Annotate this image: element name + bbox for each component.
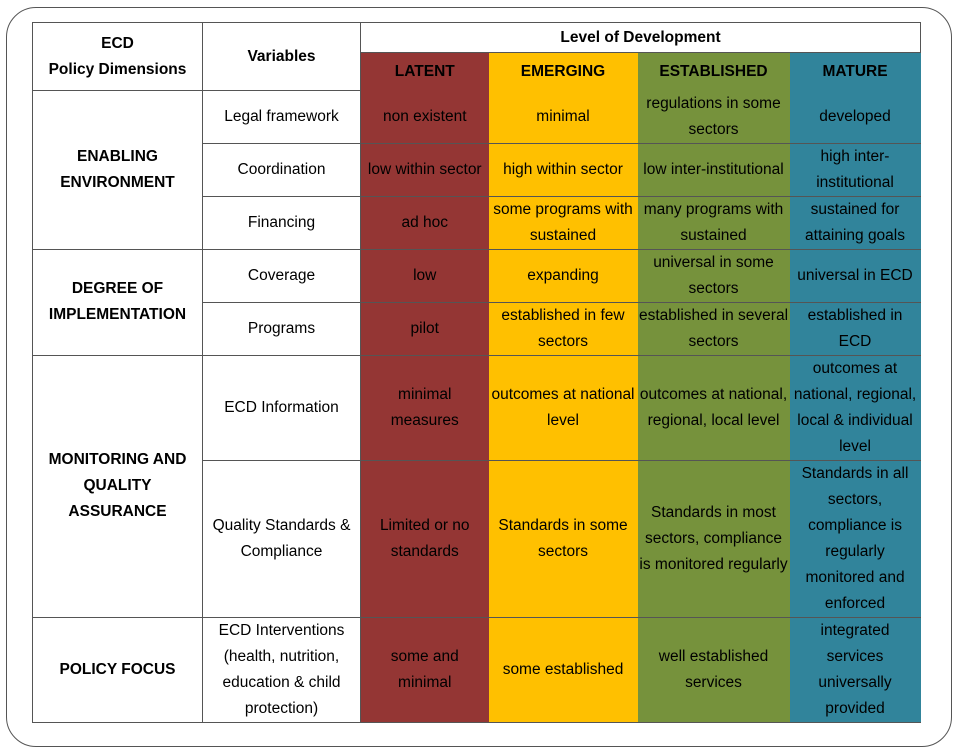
established-cell: many programs with sustained: [637, 196, 790, 250]
table-row: Coordination low within sector high with…: [33, 143, 921, 197]
table-row: MONITORING AND QUALITY ASSURANCE ECD Inf…: [32, 355, 921, 618]
established-cell: low inter-institutional: [637, 143, 790, 197]
mature-cell: outcomes at national, regional, local & …: [789, 355, 921, 461]
table-row: POLICY FOCUS ECD Interventions (health, …: [32, 617, 921, 723]
latent-cell: minimal measures: [360, 355, 489, 461]
variable-cell: Coverage: [202, 249, 361, 303]
variable-cell: Coordination: [202, 143, 361, 197]
latent-cell: low within sector: [360, 143, 489, 197]
table-row: Financing ad hoc some programs with sust…: [33, 196, 921, 250]
level-mature-header: MATURE: [789, 52, 921, 91]
dimension-degree-of-implementation: DEGREE OF IMPLEMENTATION: [32, 249, 203, 356]
latent-cell: ad hoc: [360, 196, 489, 250]
emerging-cell: established in few sectors: [488, 302, 638, 356]
mature-cell: high inter-institutional: [789, 143, 921, 197]
mature-cell: established in ECD: [789, 302, 921, 356]
latent-cell: some and minimal: [360, 617, 489, 723]
latent-cell: low: [360, 249, 489, 303]
established-cell: outcomes at national, regional, local le…: [637, 355, 790, 461]
variable-cell: Quality Standards & Compliance: [202, 460, 361, 618]
mature-cell: integrated services universally provided: [789, 617, 921, 723]
established-cell: regulations in some sectors: [637, 90, 790, 144]
level-established-header: ESTABLISHED: [637, 52, 790, 91]
dimension-enabling-environment: ENABLING ENVIRONMENT: [32, 90, 203, 250]
established-cell: well established services: [637, 617, 790, 723]
latent-cell: pilot: [360, 302, 489, 356]
established-cell: established in several sectors: [637, 302, 790, 356]
dimensions-header-line1: ECD: [101, 34, 134, 52]
level-latent-header: LATENT: [360, 52, 489, 91]
established-cell: Standards in most sectors, compliance is…: [637, 460, 790, 618]
mature-cell: Standards in all sectors, compliance is …: [789, 460, 921, 618]
variable-cell: ECD Interventions (health, nutrition, ed…: [202, 617, 361, 723]
table-row: Programs pilot established in few sector…: [33, 302, 921, 356]
table-row: Quality Standards & Compliance Limited o…: [33, 460, 921, 618]
emerging-cell: some established: [488, 617, 638, 723]
dimension-monitoring-and-quality-assurance: MONITORING AND QUALITY ASSURANCE: [32, 355, 203, 618]
emerging-cell: outcomes at national level: [488, 355, 638, 461]
latent-cell: non existent: [360, 90, 489, 144]
emerging-cell: Standards in some sectors: [488, 460, 638, 618]
variable-cell: ECD Information: [202, 355, 361, 461]
mature-cell: developed: [789, 90, 921, 144]
variable-cell: Financing: [202, 196, 361, 250]
dimensions-header: ECD Policy Dimensions: [32, 22, 203, 91]
mature-cell: universal in ECD: [789, 249, 921, 303]
level-emerging-header: EMERGING: [488, 52, 638, 91]
table-row: DEGREE OF IMPLEMENTATION Coverage low ex…: [32, 249, 921, 356]
dimensions-header-line2: Policy Dimensions: [48, 60, 187, 78]
variable-cell: Programs: [202, 302, 361, 356]
emerging-cell: expanding: [488, 249, 638, 303]
mature-cell: sustained for attaining goals: [789, 196, 921, 250]
emerging-cell: minimal: [488, 90, 638, 144]
emerging-cell: some programs with sustained: [488, 196, 638, 250]
emerging-cell: high within sector: [488, 143, 638, 197]
variable-cell: Legal framework: [202, 90, 361, 144]
dimension-policy-focus: POLICY FOCUS: [32, 617, 203, 723]
latent-cell: Limited or no standards: [360, 460, 489, 618]
level-of-development-header: Level of Development: [360, 22, 922, 53]
ecd-development-table: ECD Policy Dimensions Variables Level of…: [32, 22, 922, 723]
variables-header: Variables: [202, 22, 361, 91]
table-row: ENABLING ENVIRONMENT Legal framework non…: [32, 90, 921, 250]
established-cell: universal in some sectors: [637, 249, 790, 303]
